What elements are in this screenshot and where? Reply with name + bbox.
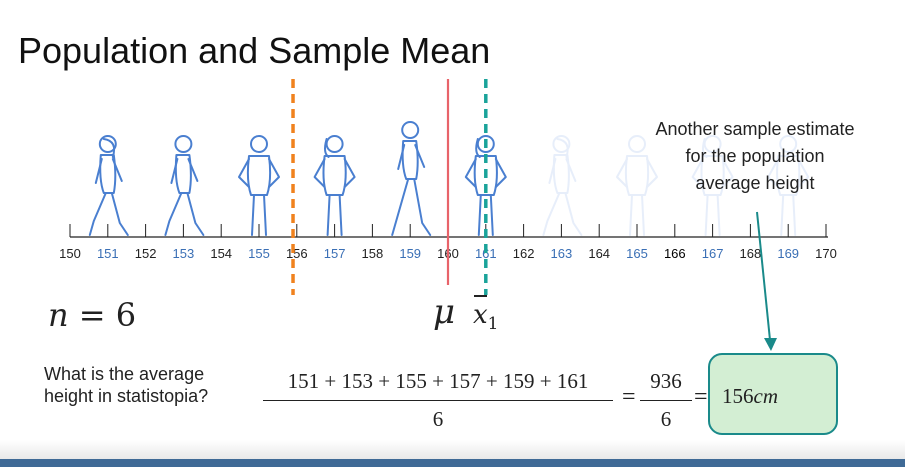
walking-woman-figure <box>88 135 129 236</box>
axis-tick-label: 165 <box>626 246 648 261</box>
axis-tick-label: 170 <box>815 246 837 261</box>
xbar-overline <box>474 295 487 297</box>
total-denominator: 6 <box>660 407 672 431</box>
n-variable: n <box>48 296 69 334</box>
xbar-variable: x <box>473 300 488 330</box>
standing-woman-figure <box>313 135 356 236</box>
axis-tick-label: 156 <box>286 246 308 261</box>
fraction-bar <box>263 400 613 401</box>
sum-numerator: 151 + 153 + 155 + 157 + 159 + 161 <box>287 369 589 393</box>
axis-tick-label: 153 <box>173 246 195 261</box>
population-mean-symbol: μ <box>433 292 456 332</box>
axis-tick-label: 166 <box>664 246 686 261</box>
sample-size-label: n = 6 <box>48 296 136 334</box>
axis-tick-label: 161 <box>475 246 497 261</box>
arrow-head <box>764 338 777 351</box>
axis-tick-label: 157 <box>324 246 346 261</box>
question-line: What is the average <box>44 364 205 384</box>
axis-tick-label: 154 <box>210 246 232 261</box>
standing-woman-figure <box>464 135 507 236</box>
n-value: = 6 <box>68 296 137 334</box>
faded-standing-man-figure <box>767 135 810 236</box>
answer-value: 156cm <box>722 384 778 409</box>
sum-denominator: 6 <box>432 407 444 431</box>
sum-fraction: 151 + 153 + 155 + 157 + 159 + 161 6 <box>263 369 613 432</box>
answer-number: 156 <box>722 384 754 408</box>
axis-tick-label: 167 <box>702 246 724 261</box>
equals-sign: = <box>694 384 708 410</box>
axis-tick-label: 151 <box>97 246 119 261</box>
standing-man-figure <box>238 135 280 236</box>
axis-tick-label: 150 <box>59 246 81 261</box>
page-title: Population and Sample Mean <box>18 30 491 71</box>
axis-tick-label: 164 <box>588 246 610 261</box>
bottom-shadow <box>0 440 905 459</box>
axis-tick-label: 152 <box>135 246 157 261</box>
question-line: height in statistopia? <box>44 386 209 406</box>
callout-arrow <box>756 211 771 341</box>
axis-tick-label: 155 <box>248 246 270 261</box>
faded-standing-woman-figure <box>691 135 734 236</box>
callout-text: Another sample estimate for the populati… <box>620 116 890 197</box>
faded-walking-woman-figure <box>542 135 583 236</box>
answer-unit: cm <box>753 384 779 408</box>
total-fraction: 936 6 <box>640 369 692 432</box>
callout-line: average height <box>695 173 815 193</box>
equals-sign: = <box>622 384 636 410</box>
axis-tick-label: 163 <box>551 246 573 261</box>
answer-box <box>708 353 838 435</box>
axis-tick-label: 158 <box>362 246 384 261</box>
bottom-bar <box>0 459 905 467</box>
axis-tick-label: 168 <box>740 246 762 261</box>
total-numerator: 936 <box>650 369 682 393</box>
axis-tick-label: 162 <box>513 246 535 261</box>
axis-tick-label: 159 <box>399 246 421 261</box>
walking-man-figure <box>391 121 432 236</box>
callout-line: Another sample estimate <box>655 119 855 139</box>
fraction-bar <box>640 400 692 401</box>
callout-line: for the population <box>685 146 825 166</box>
faded-standing-man-figure <box>616 135 658 236</box>
xbar-subscript: 1 <box>487 314 499 335</box>
sample-mean-symbol: x1 <box>473 295 499 335</box>
question-text: What is the average height in statistopi… <box>44 363 208 407</box>
axis-tick-label: 169 <box>777 246 799 261</box>
walking-man-figure <box>164 135 205 236</box>
